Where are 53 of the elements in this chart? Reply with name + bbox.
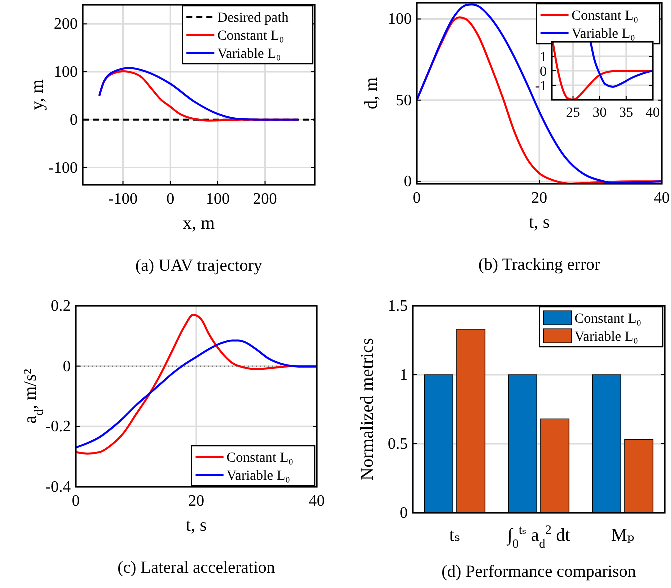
- y-tick-label: 0: [63, 358, 71, 376]
- y-tick-label: 0.5: [388, 436, 408, 453]
- legend-label: Variable L₀: [574, 330, 638, 345]
- y-tick-label: 50: [396, 92, 412, 110]
- x-tick-label: 30: [592, 106, 607, 121]
- legend-label: Constant L₀: [572, 9, 639, 24]
- x-tick-label: Mₚ: [611, 525, 635, 545]
- y-tick-label: 0: [404, 174, 412, 191]
- y-tick-label: -1: [535, 80, 547, 94]
- x-tick-label: 20: [188, 493, 204, 510]
- y-tick-label: 1: [400, 367, 408, 384]
- y-axis-title: Normalized metrics: [357, 338, 377, 481]
- line-series: [76, 340, 317, 449]
- y-tick-label: 100: [388, 11, 412, 28]
- text: (b) Tracking error: [478, 255, 601, 274]
- y-tick-label: -0.2: [46, 418, 71, 436]
- x-tick-label: ∫$_{0}$$^{tₛ}$ a$_{d}$$^{2}$ dt: [506, 523, 570, 551]
- y-tick-label: 0: [540, 65, 547, 80]
- x-tick-label: tₛ: [449, 525, 461, 545]
- x-tick-label: 40: [646, 106, 660, 121]
- y-tick-label: 0: [400, 505, 408, 522]
- x-tick-label: 35: [619, 106, 634, 121]
- y-tick-label: 200: [54, 16, 78, 34]
- x-tick-label: -100: [108, 191, 138, 208]
- legend-label: Variable L₀: [226, 469, 290, 484]
- legend-label: Constant L₀: [574, 312, 642, 327]
- y-tick-label: 1: [540, 50, 547, 66]
- y-tick-label: -0.4: [46, 479, 71, 496]
- y-tick-label: -100: [48, 160, 78, 177]
- y-tick-label: 0.2: [51, 298, 71, 315]
- y-tick-label: 1.5: [388, 298, 408, 315]
- x-tick-label: 0: [166, 191, 175, 208]
- text: (a) UAV trajectory: [136, 256, 263, 275]
- x-tick-label: 40: [654, 190, 670, 207]
- text: (d) Performance comparison: [442, 562, 637, 581]
- legend-label: Constant L₀: [218, 29, 284, 44]
- y-axis-title: d, m: [361, 77, 381, 110]
- x-axis-title: t, s: [528, 212, 550, 232]
- text: (c) Lateral acceleration: [118, 558, 276, 577]
- x-tick-label: 20: [532, 190, 548, 207]
- x-axis-title: x, m: [182, 213, 216, 233]
- legend-label: Variable L₀: [218, 47, 282, 62]
- x-axis-title: t, s: [186, 515, 208, 535]
- legend-label: Variable L₀: [572, 27, 636, 42]
- x-tick-label: 25: [566, 106, 580, 121]
- legend-label: Desired path: [218, 11, 289, 26]
- y-tick-label: 100: [54, 64, 78, 82]
- x-tick-label: 200: [253, 191, 278, 208]
- y-axis-title: y, m: [27, 80, 47, 110]
- line-series: [590, 42, 653, 88]
- x-tick-label: 100: [206, 191, 230, 208]
- legend-label: Constant L₀: [226, 451, 294, 466]
- x-tick-label: 40: [309, 493, 325, 510]
